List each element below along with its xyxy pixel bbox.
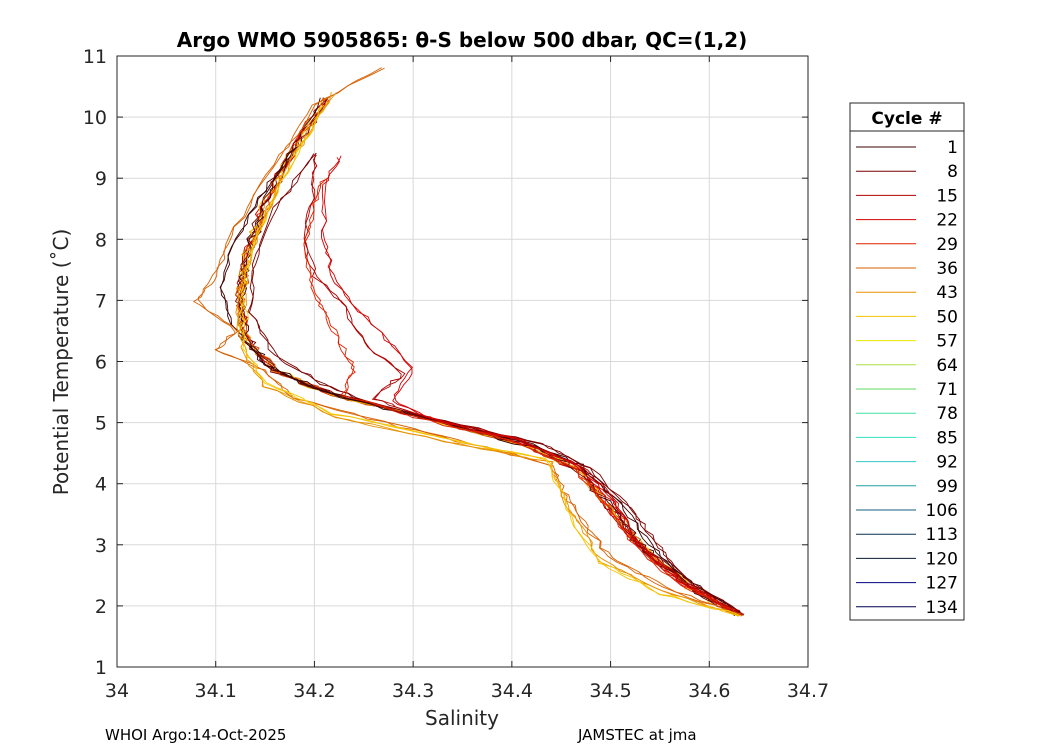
legend-entry-label: 57 <box>936 332 958 352</box>
footer-source: JAMSTEC at jma <box>578 726 697 744</box>
y-tick-label: 2 <box>95 596 107 618</box>
x-tick-label: 34.7 <box>787 680 829 702</box>
x-tick-label: 34.5 <box>589 680 631 702</box>
legend-entry-label: 106 <box>926 501 958 521</box>
legend-entry-label: 15 <box>936 186 958 206</box>
x-tick-label: 34.3 <box>392 680 434 702</box>
chart-title: Argo WMO 5905865: θ-S below 500 dbar, QC… <box>177 28 747 52</box>
x-axis-label: Salinity <box>425 706 499 730</box>
series-line <box>235 97 744 616</box>
y-tick-label: 6 <box>95 352 107 374</box>
series-line <box>235 92 739 617</box>
series-line <box>247 153 739 613</box>
legend-entry-label: 134 <box>926 598 958 618</box>
y-tick-label: 3 <box>95 535 107 557</box>
y-tick-label: 11 <box>83 46 107 68</box>
series-line <box>322 155 741 615</box>
legend-entry-label: 1 <box>947 138 958 158</box>
x-tick-label: 34.6 <box>688 680 730 702</box>
series-line <box>236 91 742 617</box>
x-axis-ticks: 34 34.1 34.2 34.3 34.4 34.5 34.6 34.7 <box>105 56 829 702</box>
data-curves <box>193 67 745 617</box>
legend-entry-label: 36 <box>936 259 958 279</box>
x-tick-label: 34.4 <box>491 680 533 702</box>
legend-entry-label: 22 <box>936 211 958 231</box>
series-line <box>235 97 735 616</box>
legend-entry-label: 120 <box>926 549 958 569</box>
legend-entry-label: 8 <box>947 162 958 182</box>
legend-entry-label: 50 <box>936 307 958 327</box>
series-line <box>248 152 737 613</box>
series-line <box>320 157 738 617</box>
y-tick-label: 10 <box>83 107 107 129</box>
legend-entry-label: 113 <box>926 525 958 545</box>
legend-entry-label: 43 <box>936 283 958 303</box>
x-tick-label: 34.2 <box>293 680 335 702</box>
legend-entry-label: 64 <box>936 356 958 376</box>
legend-entry-label: 92 <box>936 453 958 473</box>
series-line <box>235 98 742 617</box>
y-tick-label: 4 <box>95 474 107 496</box>
y-tick-label: 8 <box>95 229 107 251</box>
series-line <box>303 153 741 612</box>
x-tick-label: 34 <box>105 680 129 702</box>
y-tick-label: 5 <box>95 413 107 435</box>
y-tick-label: 9 <box>95 168 107 190</box>
series-line <box>236 97 739 616</box>
y-axis-ticks: 1 2 3 4 5 6 7 8 9 10 11 <box>83 46 808 679</box>
y-tick-label: 7 <box>95 290 107 312</box>
grid <box>116 55 809 668</box>
series-line <box>304 154 742 614</box>
series-line <box>238 97 736 617</box>
legend-title: Cycle # <box>871 109 942 129</box>
series-line <box>193 67 742 615</box>
series-line <box>239 105 740 617</box>
legend-entry-label: 127 <box>926 574 958 594</box>
series-line <box>197 67 738 615</box>
series-line <box>239 104 742 617</box>
legend-entry-label: 29 <box>936 235 958 255</box>
legend-entry-label: 85 <box>936 428 958 448</box>
legend-entry-label: 99 <box>936 477 958 497</box>
series-line <box>303 178 738 616</box>
series-line <box>303 178 742 617</box>
y-axis-label: Potential Temperature (˚C) <box>49 229 73 496</box>
legend: Cycle # 1 8 15 22 29 36 43 50 57 64 71 78 85 92 99 106 1… <box>849 102 965 621</box>
legend-entry-label: 71 <box>936 380 958 400</box>
footer-credit: WHOI Argo:14-Oct-2025 <box>105 726 287 744</box>
x-tick-label: 34.1 <box>195 680 237 702</box>
legend-entry-label: 78 <box>936 404 958 424</box>
y-tick-label: 1 <box>95 657 107 679</box>
series-line <box>235 97 744 615</box>
